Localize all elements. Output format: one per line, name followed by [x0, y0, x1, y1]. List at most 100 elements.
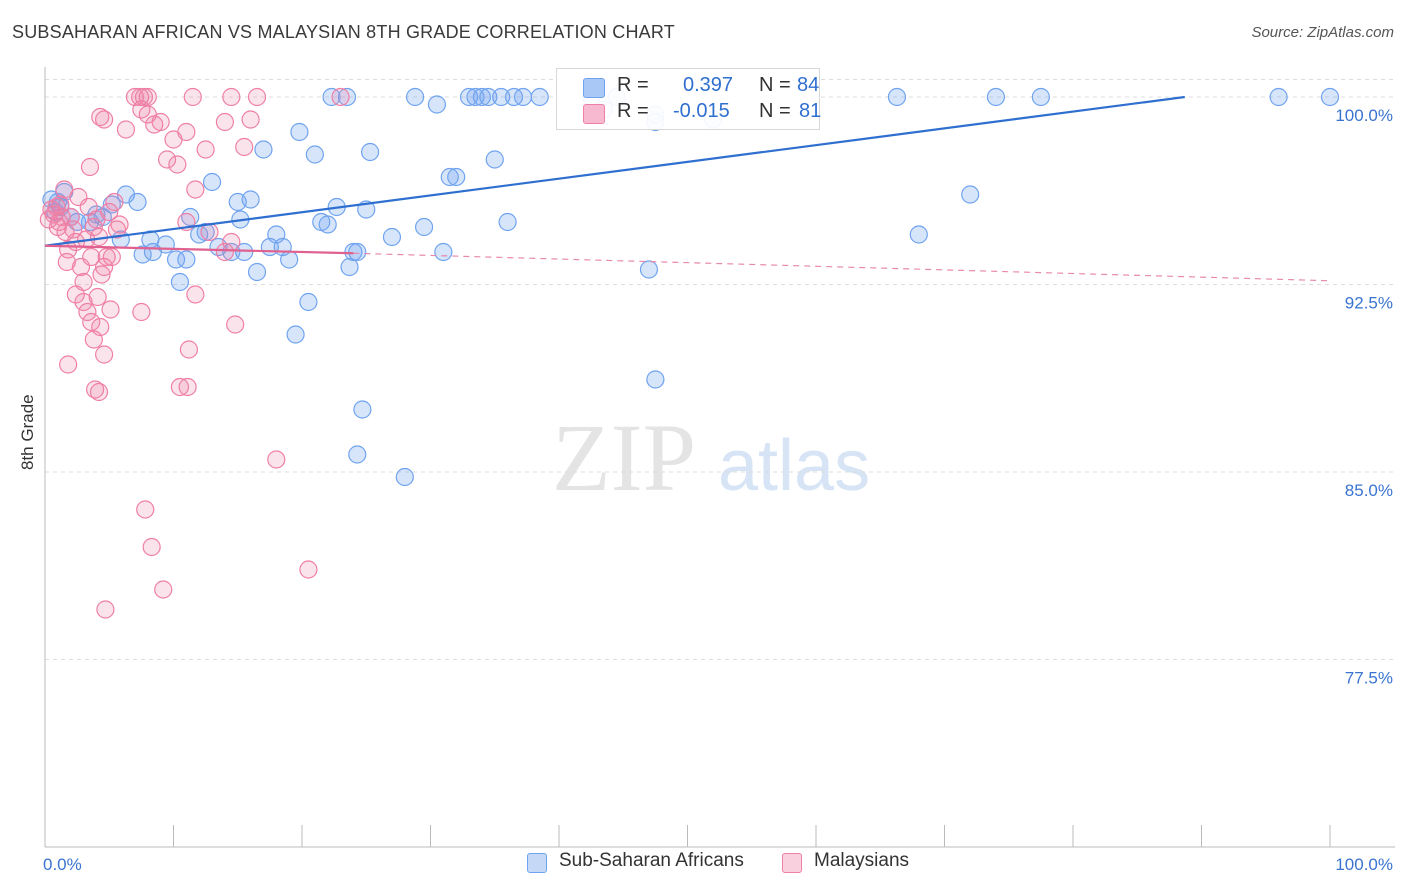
data-point: [88, 287, 107, 307]
data-point: [89, 382, 109, 402]
data-point: [222, 242, 241, 262]
y-tick-label: 100.0%: [1335, 106, 1393, 125]
data-point: [130, 87, 150, 107]
data-point: [110, 215, 129, 234]
data-point: [97, 247, 116, 267]
data-point: [95, 345, 114, 364]
data-point: [299, 560, 318, 579]
data-point: [348, 242, 367, 262]
y-tick-label: 77.5%: [1345, 669, 1393, 688]
data-point: [305, 145, 324, 164]
data-point: [215, 112, 234, 132]
data-point: [440, 167, 459, 187]
data-point: [59, 355, 78, 374]
data-point: [241, 190, 260, 209]
legend-n-label: N =: [759, 100, 791, 122]
data-point: [1031, 87, 1050, 107]
data-point: [226, 315, 245, 334]
watermark-zip: ZIP: [552, 404, 696, 511]
data-point: [186, 180, 205, 199]
data-point: [136, 500, 155, 519]
trend-line-subsaharan: [44, 95, 1185, 247]
legend-n-label: N =: [759, 74, 791, 96]
data-point: [247, 87, 267, 107]
data-point: [96, 600, 115, 619]
data-point: [222, 232, 241, 252]
data-point: [157, 150, 177, 169]
data-point: [434, 242, 453, 262]
data-point: [318, 215, 337, 234]
data-point: [55, 180, 74, 199]
stats-legend: R = 0.397 N = 84 R = -0.015 N = 81: [556, 68, 822, 130]
data-point: [286, 325, 305, 344]
data-point: [361, 142, 380, 162]
data-point: [168, 155, 187, 174]
data-point: [95, 110, 114, 129]
data-point: [202, 172, 222, 192]
data-point: [100, 202, 119, 222]
trend-line-malaysian: [44, 244, 354, 255]
data-point: [280, 250, 299, 269]
data-point: [156, 235, 175, 254]
data-point: [472, 87, 491, 107]
data-point: [909, 225, 928, 244]
legend-swatch-malaysian: [583, 104, 605, 124]
data-point: [447, 167, 466, 187]
data-point: [170, 272, 190, 292]
legend-r-label: R =: [617, 100, 649, 122]
data-point: [105, 192, 124, 212]
bottom-legend-label-subsaharan: Sub-Saharan Africans: [559, 850, 744, 871]
data-point: [186, 285, 205, 304]
data-point: [82, 312, 101, 332]
data-point: [961, 185, 980, 204]
data-point: [405, 87, 425, 107]
data-point: [887, 87, 907, 107]
legend-swatch-subsaharan: [583, 78, 605, 98]
data-point: [138, 87, 157, 107]
data-point: [82, 247, 101, 267]
watermark-atlas: atlas: [718, 426, 870, 506]
data-point: [513, 87, 533, 107]
data-point: [116, 120, 136, 139]
data-point: [1269, 87, 1288, 107]
data-point: [128, 192, 147, 212]
data-point: [337, 87, 357, 107]
data-point: [241, 110, 260, 129]
trend-line-malaysian-extension: [353, 252, 1331, 282]
data-point: [177, 250, 196, 269]
data-point: [66, 285, 85, 304]
data-point: [290, 122, 309, 142]
data-point: [74, 292, 93, 312]
data-point: [459, 87, 479, 107]
data-point: [427, 95, 447, 114]
data-point: [348, 445, 367, 464]
data-point: [395, 467, 414, 487]
data-point: [183, 87, 202, 107]
data-point: [102, 247, 121, 267]
data-point: [466, 87, 485, 107]
data-point: [235, 242, 254, 262]
data-point: [84, 330, 103, 349]
legend-r-label: R =: [617, 74, 649, 96]
data-point: [267, 450, 286, 469]
data-point: [166, 250, 186, 269]
data-point: [353, 400, 372, 419]
chart-title: SUBSAHARAN AFRICAN VS MALAYSIAN 8TH GRAD…: [12, 22, 675, 42]
data-point: [247, 262, 267, 282]
data-point: [154, 580, 173, 599]
data-point: [196, 140, 215, 159]
legend-n-value: 81: [799, 100, 822, 122]
source-label: Source: ZipAtlas.com: [1251, 24, 1394, 41]
data-point: [986, 87, 1006, 107]
data-point: [179, 340, 199, 359]
data-point: [235, 137, 254, 157]
data-point: [132, 302, 151, 322]
data-point: [485, 150, 504, 169]
data-point: [639, 260, 659, 279]
data-point: [78, 302, 97, 322]
data-point: [134, 87, 154, 107]
data-point: [299, 292, 318, 312]
bottom-legend-swatch-malaysian: [782, 853, 802, 873]
data-point: [254, 140, 273, 159]
